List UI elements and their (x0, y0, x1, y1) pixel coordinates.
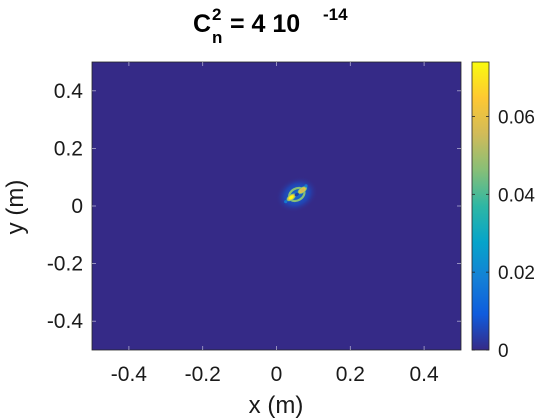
title-superscript: 2 (212, 5, 221, 24)
x-tick-label: 0 (271, 363, 283, 386)
x-tick-label: 0.4 (409, 363, 439, 386)
y-tick-label: -0.2 (47, 253, 83, 276)
colorbar-tick-label: 0.06 (498, 107, 535, 128)
colorbar (472, 62, 489, 350)
colorbar-tick-label: 0.02 (498, 263, 535, 284)
y-tick-label: 0.4 (54, 80, 84, 103)
y-tick-label: 0.2 (54, 137, 83, 160)
spot-blob-core (288, 195, 294, 200)
chart-title: C 2 n = 4 10 -14 (193, 5, 348, 47)
title-exponent: -14 (323, 5, 348, 24)
spot-speckle (284, 200, 288, 204)
y-axis-label: y (m) (2, 180, 29, 235)
x-axis-ticks: -0.4 -0.2 0 0.2 0.4 (111, 62, 439, 386)
colorbar-tick-label: 0.04 (498, 185, 535, 206)
x-tick-label: 0.2 (336, 363, 365, 386)
x-axis-label: x (m) (249, 392, 304, 419)
title-equals: = 4 10 (230, 10, 300, 38)
x-tick-label: -0.2 (185, 363, 221, 386)
x-tick-label: -0.4 (111, 363, 148, 386)
spot-center-gap (294, 192, 299, 197)
colorbar-tick-label: 0 (498, 341, 509, 362)
plot-area (92, 62, 461, 350)
y-tick-label: 0 (71, 195, 83, 218)
title-subscript: n (212, 28, 222, 47)
spot-speckle (304, 184, 308, 188)
spot-blob-core (300, 188, 305, 193)
intensity-spot (275, 176, 318, 213)
heatmap-background (92, 62, 461, 350)
colorbar-frame (471, 61, 490, 351)
y-axis-ticks: 0.4 0.2 0 -0.2 -0.4 (47, 80, 461, 333)
y-tick-label: -0.4 (47, 310, 84, 333)
title-base: C (193, 10, 211, 38)
colorbar-ticks: 0 0.02 0.04 0.06 (472, 107, 535, 362)
